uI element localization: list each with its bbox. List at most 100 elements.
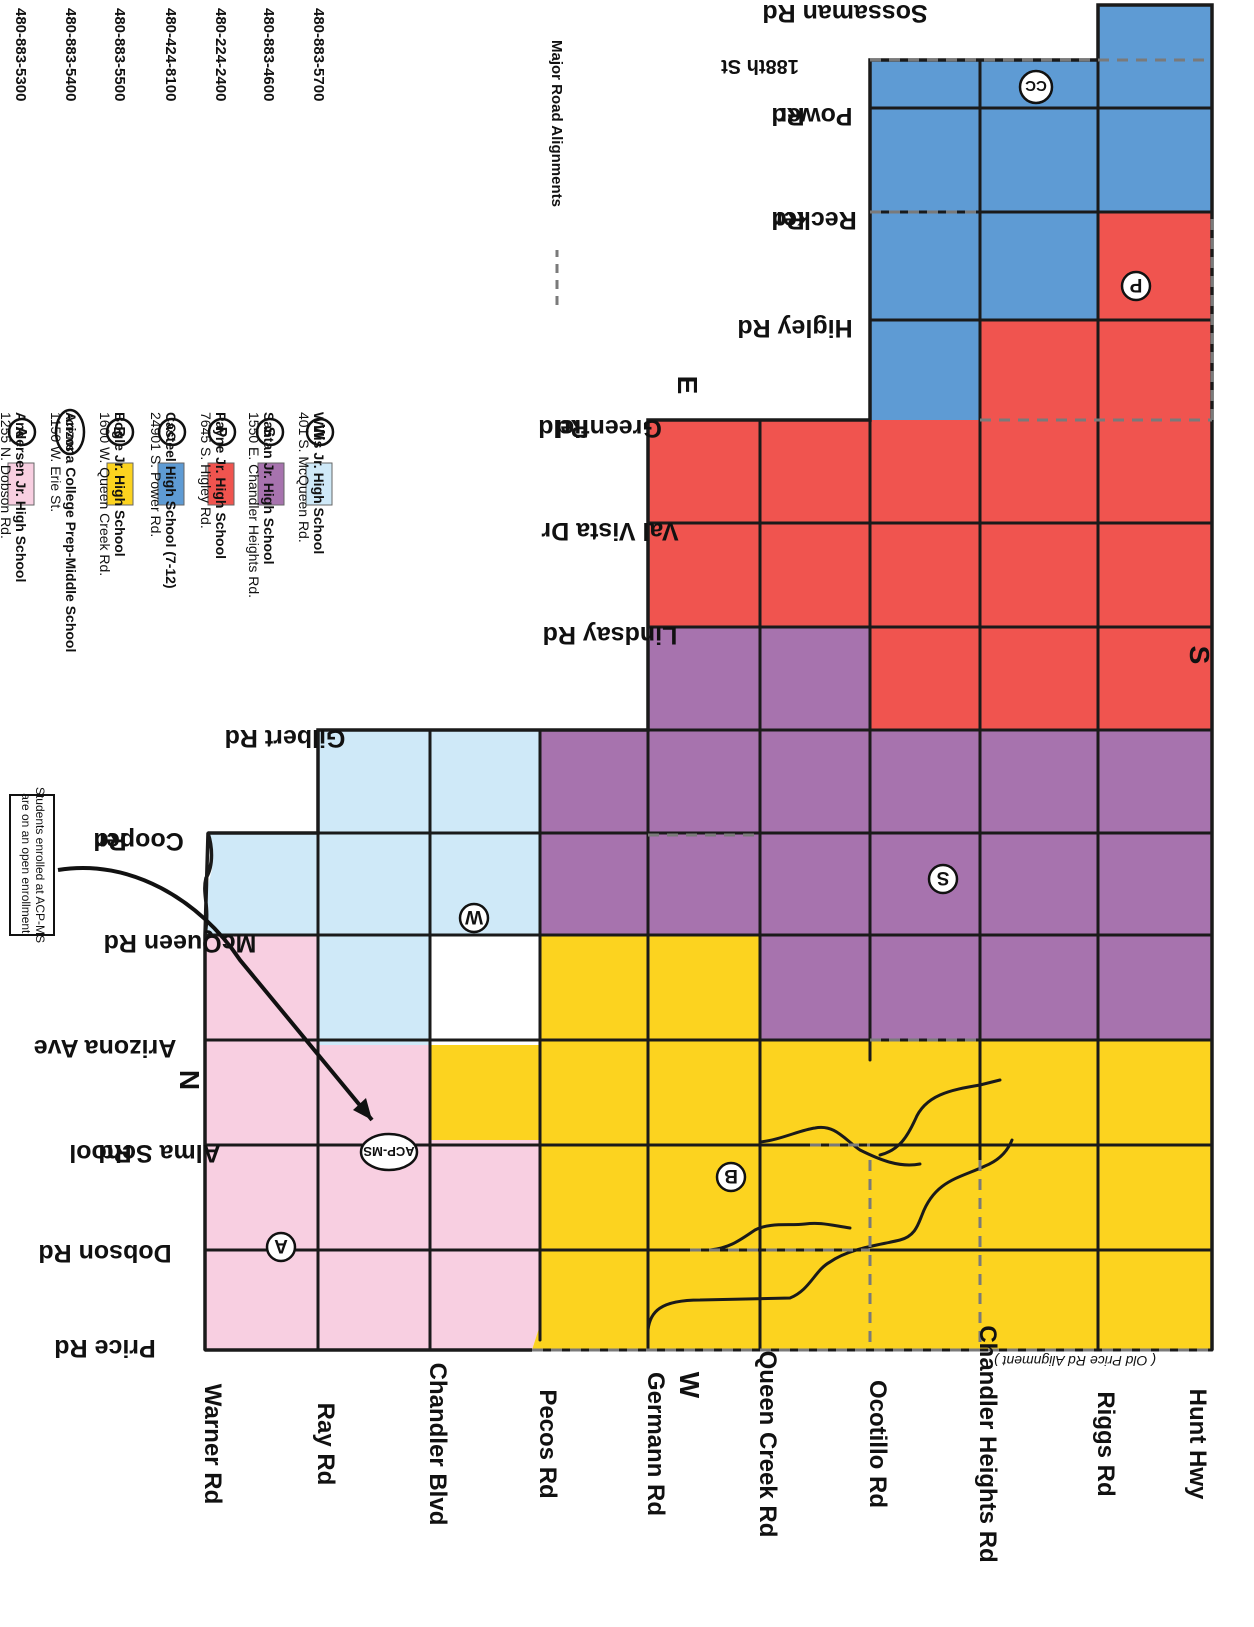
svg-text:B: B xyxy=(110,426,127,438)
legend-name-willis: Willis Jr. High School xyxy=(311,412,327,554)
legend-name-santan: Santan Jr. High School xyxy=(261,412,277,564)
svg-text:W: W xyxy=(465,906,483,927)
road-label-188th: 188th St xyxy=(721,55,799,77)
swatch-santan xyxy=(257,462,285,506)
compass-south: S xyxy=(1184,646,1215,665)
legend-marker-acp-ms: ACP-MS xyxy=(54,408,86,456)
svg-text:CC: CC xyxy=(1025,77,1047,94)
marker-santan: S xyxy=(927,863,959,895)
legend-marker-casteel: CC xyxy=(157,417,187,447)
road-label-pecos: Pecos Rd xyxy=(534,1389,561,1498)
road-label-ocotillo: Ocotillo Rd xyxy=(864,1380,891,1508)
legend-phone-andersen: 480-883-5300 xyxy=(12,8,29,101)
road-label-power-2: Rd xyxy=(771,102,804,130)
road-label-queen-creek: Queen Creek Rd xyxy=(754,1351,781,1538)
svg-text:S: S xyxy=(937,867,950,888)
svg-text:W: W xyxy=(310,424,327,440)
marker-willis: W xyxy=(458,902,490,934)
legend-name-andersen: Andersen Jr. High School xyxy=(13,412,29,582)
ns-road-labels: Price Rd Dobson Rd Alma School Rd Arizon… xyxy=(34,0,928,1362)
road-label-alma-school-2: Rd xyxy=(98,1139,131,1167)
legend-address-casteel: 24901 S. Power Rd. xyxy=(148,412,164,537)
road-label-chandler-blvd: Chandler Blvd xyxy=(424,1363,451,1526)
legend-name-payne: Payne Jr. High School xyxy=(213,412,229,559)
legend-phone-payne: 480-224-2400 xyxy=(212,8,229,101)
compass-north: N xyxy=(174,1070,205,1090)
svg-text:A: A xyxy=(12,426,29,438)
road-label-power-1: Power xyxy=(777,102,852,130)
legend-address-payne: 7645 S. Higley Rd. xyxy=(198,412,214,529)
road-label-ray: Ray Rd xyxy=(312,1403,339,1486)
road-label-alma-school-1: Alma School xyxy=(69,1139,220,1167)
svg-text:P: P xyxy=(1129,274,1142,295)
svg-text:A: A xyxy=(274,1235,288,1256)
legend-address-acp-ms: 1150 W. Erie St. xyxy=(48,412,64,512)
legend-phone-casteel: 480-424-8100 xyxy=(162,8,179,101)
swatch-willis xyxy=(305,462,333,506)
legend-phone-bogle: 480-883-5500 xyxy=(111,8,128,101)
road-label-recker-1: Recker xyxy=(773,206,857,234)
zone-willis xyxy=(204,730,540,1045)
legend-address-bogle: 1600 W. Queen Creek Rd. xyxy=(97,412,113,576)
legend-name-bogle: Bogle Jr. High School xyxy=(112,412,128,557)
svg-text:S: S xyxy=(260,427,277,438)
road-label-warner: Warner Rd xyxy=(199,1384,226,1504)
legend-phone-acp-ms: 480-883-5400 xyxy=(62,8,79,101)
road-label-germann: Germann Rd xyxy=(642,1372,669,1516)
legend-name-casteel: Casteel High School (7-12) xyxy=(163,412,179,589)
road-label-greenfield-2: Rd xyxy=(555,414,588,442)
compass-west: W xyxy=(674,1372,705,1399)
marker-bogle: B xyxy=(715,1161,747,1193)
legend-address-santan: 1550 E. Chandler Heights Rd. xyxy=(246,412,262,598)
road-label-recker-2: Rd xyxy=(771,206,804,234)
swatch-payne xyxy=(207,462,235,506)
old-price-alignment-note: ( Old Price Rd Alignment ) xyxy=(994,1353,1156,1369)
legend-marker-willis: W xyxy=(305,417,335,447)
svg-text:ACP-MS: ACP-MS xyxy=(63,412,74,452)
road-label-val-vista: Val Vista Dr xyxy=(541,517,678,545)
ew-road-labels: Warner Rd Ray Rd Chandler Blvd Pecos Rd … xyxy=(199,1325,1211,1562)
road-label-cooper-1: Cooper xyxy=(96,827,184,855)
road-label-hunt-hwy: Hunt Hwy xyxy=(1184,1389,1211,1500)
marker-acp-ms: ACP-MS xyxy=(359,1132,419,1172)
road-label-mcqueen: McQueen Rd xyxy=(104,929,257,957)
zone-fills xyxy=(204,5,1212,1350)
road-label-riggs: Riggs Rd xyxy=(1092,1391,1119,1496)
compass-east: E xyxy=(672,376,703,395)
arrow-head-icon xyxy=(353,1098,372,1120)
svg-text:CC: CC xyxy=(164,423,178,441)
legend-phone-santan: 480-883-4600 xyxy=(260,8,277,101)
road-label-greenfield-1: Greenfield xyxy=(538,414,662,442)
open-enrollment-note: Students enrolled at ACP-MS are on an op… xyxy=(9,787,374,1122)
road-label-arizona: Arizona Ave xyxy=(34,1034,177,1062)
road-grid xyxy=(203,3,1214,1352)
legend-major-road-alignments: Major Road Alignments xyxy=(548,40,565,207)
swatch-casteel xyxy=(157,462,185,506)
road-label-dobson: Dobson Rd xyxy=(38,1239,171,1267)
road-label-price: Price Rd xyxy=(54,1334,155,1362)
road-label-sossaman: Sossaman Rd xyxy=(762,0,927,27)
swatch-bogle xyxy=(106,462,134,506)
marker-andersen: A xyxy=(265,1231,297,1263)
legend-marker-santan: S xyxy=(255,417,285,447)
road-label-lindsay: Lindsay Rd xyxy=(543,621,678,649)
note-line-1: Students enrolled at ACP-MS xyxy=(33,787,47,943)
road-alignments-dashed xyxy=(532,58,1214,1352)
legend-marker-payne: P xyxy=(207,417,237,447)
zone-payne xyxy=(648,212,1212,730)
legend-name-acp-ms: Arizona College Prep-Middle School xyxy=(63,412,79,652)
marker-casteel: CC xyxy=(1018,69,1054,105)
road-label-chandler-heights: Chandler Heights Rd xyxy=(974,1325,1001,1562)
legend: A ACP-MS B CC P S W Andersen Jr. High Sc… xyxy=(0,8,565,652)
note-line-2: are on an open enrollment. xyxy=(19,793,33,936)
legend-phone-willis: 480-883-5700 xyxy=(310,8,327,101)
legend-address-willis: 401 S. McQueen Rd. xyxy=(296,412,312,543)
marker-payne: P xyxy=(1120,270,1152,302)
svg-text:ACP-MS: ACP-MS xyxy=(363,1144,415,1159)
svg-text:P: P xyxy=(212,427,229,438)
road-label-cooper-2: Rd xyxy=(93,827,126,855)
svg-text:B: B xyxy=(724,1165,738,1186)
legend-marker-bogle: B xyxy=(105,417,135,447)
legend-marker-andersen: A xyxy=(7,417,37,447)
